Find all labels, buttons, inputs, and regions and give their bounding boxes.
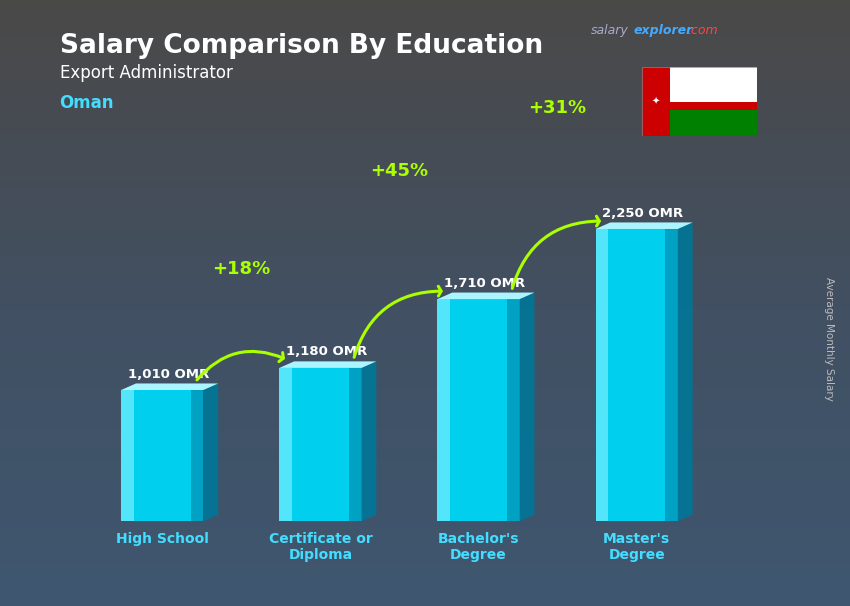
Text: salary: salary <box>591 24 628 37</box>
Text: Salary Comparison By Education: Salary Comparison By Education <box>60 33 542 59</box>
Text: +31%: +31% <box>529 99 586 117</box>
Bar <box>671 101 756 119</box>
Bar <box>280 368 361 521</box>
Text: ✦: ✦ <box>652 96 660 107</box>
Polygon shape <box>203 384 218 521</box>
Bar <box>666 229 677 521</box>
Text: 1,710 OMR: 1,710 OMR <box>444 277 525 290</box>
Bar <box>122 390 133 521</box>
Bar <box>438 299 519 521</box>
Polygon shape <box>280 361 377 368</box>
Text: 1,010 OMR: 1,010 OMR <box>128 368 209 381</box>
Bar <box>596 229 608 521</box>
Text: Average Monthly Salary: Average Monthly Salary <box>824 278 834 401</box>
Bar <box>507 299 519 521</box>
Bar <box>671 67 756 101</box>
Text: +18%: +18% <box>212 260 270 278</box>
Polygon shape <box>122 384 218 390</box>
Text: explorer: explorer <box>633 24 693 37</box>
Bar <box>671 101 756 110</box>
Bar <box>280 368 292 521</box>
Text: +45%: +45% <box>371 162 428 180</box>
Polygon shape <box>677 222 693 521</box>
Bar <box>671 67 756 101</box>
Polygon shape <box>361 361 377 521</box>
Bar <box>438 299 450 521</box>
Polygon shape <box>596 222 693 229</box>
Polygon shape <box>519 293 535 521</box>
Text: 1,180 OMR: 1,180 OMR <box>286 345 367 359</box>
Bar <box>596 229 677 521</box>
Text: 2,250 OMR: 2,250 OMR <box>602 207 683 219</box>
Bar <box>191 390 203 521</box>
Bar <box>349 368 361 521</box>
Text: .com: .com <box>687 24 717 37</box>
Polygon shape <box>438 293 535 299</box>
Text: Export Administrator: Export Administrator <box>60 64 232 82</box>
Text: Oman: Oman <box>60 94 114 112</box>
Bar <box>642 67 671 136</box>
Bar <box>122 390 203 521</box>
Bar <box>671 101 756 136</box>
